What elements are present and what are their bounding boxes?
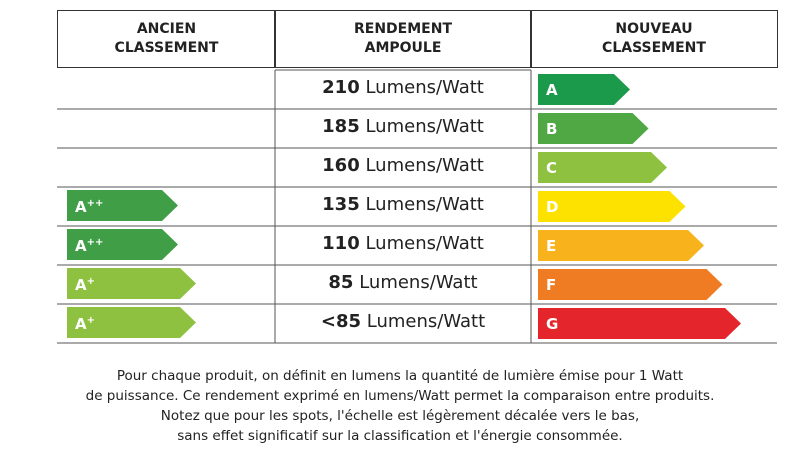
header-text: RENDEMENT [353, 21, 452, 37]
efficiency-value: 85 [328, 272, 354, 293]
efficiency: 110 Lumens/Watt [275, 233, 531, 254]
old-class-arrow [67, 190, 178, 221]
old-class-letter: A [75, 315, 87, 333]
new-class-label: D [546, 198, 558, 216]
old-class-letter: A [75, 237, 87, 255]
header-text: CLASSEMENT [602, 40, 706, 56]
header-text: CLASSEMENT [114, 40, 219, 56]
new-class-arrow [538, 230, 704, 261]
efficiency-unit: Lumens/Watt [365, 77, 484, 98]
old-class-label: A+ [75, 315, 95, 333]
footnote-line: sans effet significatif sur la classific… [177, 428, 623, 444]
new-class-arrow [538, 269, 723, 300]
new-class-arrow [538, 308, 741, 339]
efficiency-unit: Lumens/Watt [359, 272, 478, 293]
efficiency-unit: Lumens/Watt [365, 116, 484, 137]
new-class-arrow [538, 152, 667, 183]
old-class-letter: A [75, 276, 87, 294]
new-class-label: G [546, 315, 558, 333]
efficiency: 210 Lumens/Watt [275, 77, 531, 98]
old-class-arrow [67, 229, 178, 260]
old-class-label: A+ [75, 276, 95, 294]
old-class-label: A++ [75, 198, 103, 216]
header-text: NOUVEAU [615, 21, 693, 37]
new-class-label: C [546, 159, 557, 177]
header-efficiency: RENDEMENT AMPOULE [274, 10, 532, 68]
new-class-arrow [538, 191, 686, 222]
old-class-arrow [67, 307, 196, 338]
old-class-sup: + [87, 276, 95, 287]
efficiency-value: 160 [322, 155, 360, 176]
efficiency-value: <85 [320, 311, 362, 332]
efficiency-value: 110 [322, 233, 360, 254]
new-class-label: A [546, 81, 558, 99]
efficiency: 185 Lumens/Watt [275, 116, 531, 137]
efficiency: 160 Lumens/Watt [275, 155, 531, 176]
old-class-sup: + [87, 315, 95, 326]
efficiency-unit: Lumens/Watt [365, 194, 484, 215]
new-class-arrow [538, 113, 649, 144]
header-text: ANCIEN [136, 21, 197, 37]
header-old: ANCIEN CLASSEMENT [57, 10, 276, 68]
footnote-line: de puissance. Ce rendement exprimé en lu… [85, 388, 715, 404]
new-class-label: E [546, 237, 556, 255]
footnote-line: Notez que pour les spots, l'échelle est … [160, 408, 640, 424]
efficiency-value: 210 [322, 77, 360, 98]
efficiency-value: 135 [322, 194, 360, 215]
footnote-line: Pour chaque produit, on définit en lumen… [116, 368, 684, 384]
old-class-letter: A [75, 198, 87, 216]
old-class-label: A++ [75, 237, 103, 255]
new-class-label: B [546, 120, 557, 138]
efficiency-value: 185 [322, 116, 360, 137]
new-class-arrow [538, 74, 630, 105]
old-class-sup: ++ [87, 198, 104, 209]
header-text: AMPOULE [364, 40, 442, 56]
header-new: NOUVEAU CLASSEMENT [530, 10, 778, 68]
old-class-sup: ++ [87, 237, 104, 248]
efficiency-unit: Lumens/Watt [366, 311, 486, 332]
efficiency: <85 Lumens/Watt [275, 311, 531, 332]
new-class-label: F [546, 276, 556, 294]
efficiency-unit: Lumens/Watt [365, 233, 484, 254]
old-class-arrow [67, 268, 196, 299]
efficiency: 135 Lumens/Watt [275, 194, 531, 215]
efficiency-unit: Lumens/Watt [365, 155, 484, 176]
efficiency: 85 Lumens/Watt [275, 272, 531, 293]
